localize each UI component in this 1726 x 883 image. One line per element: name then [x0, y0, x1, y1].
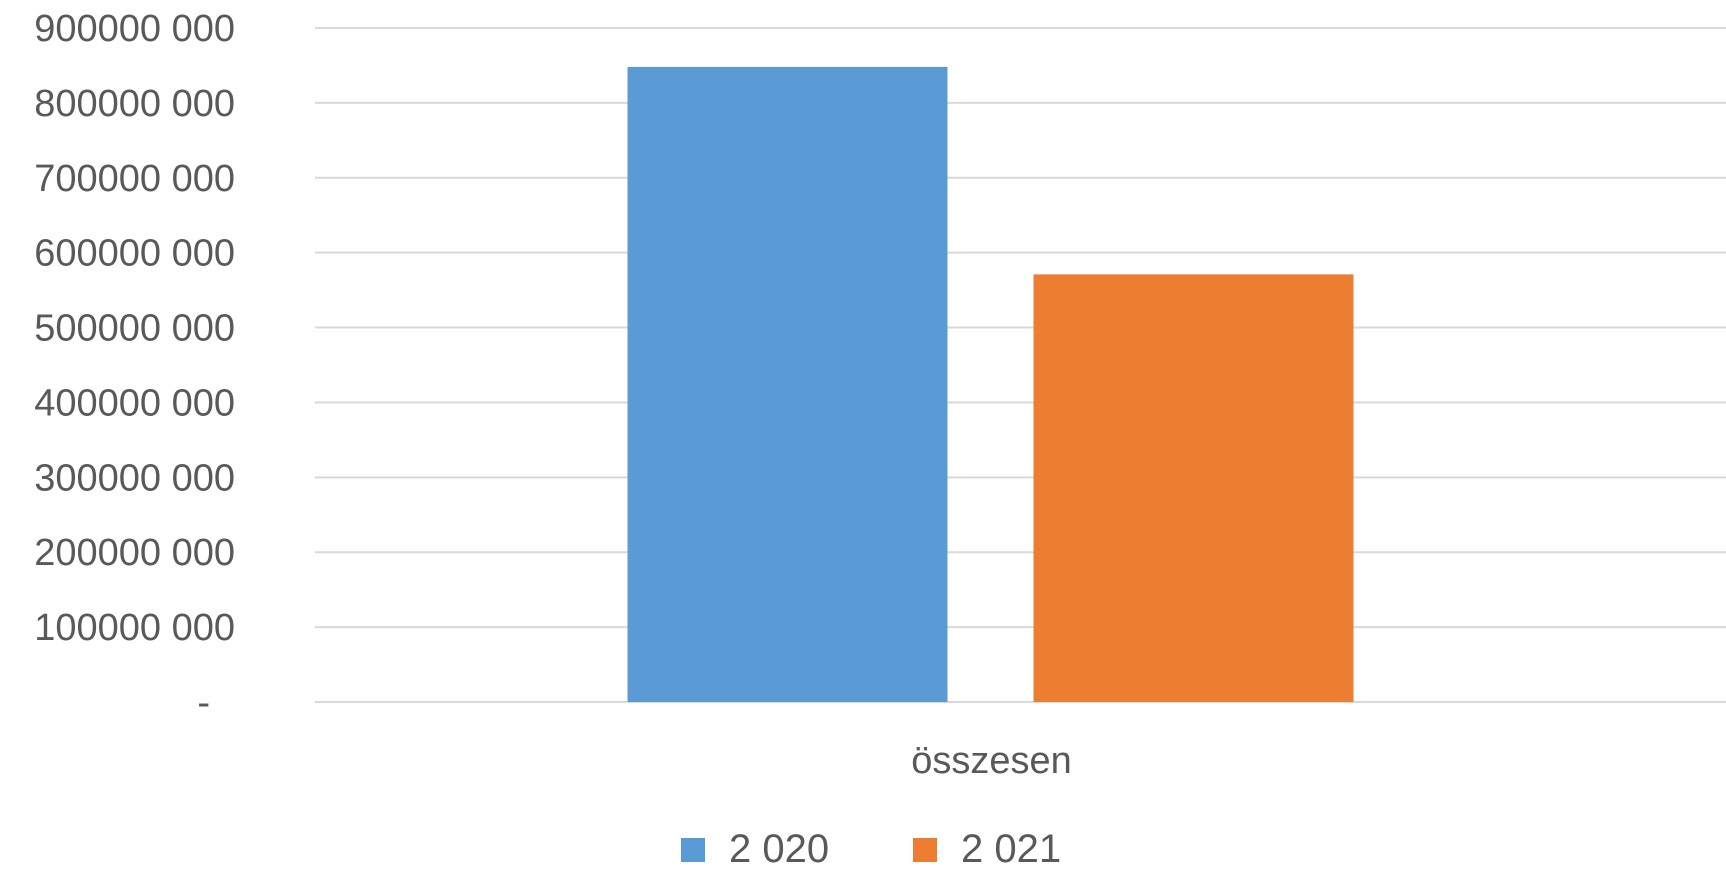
legend-item-2021: 2 021 — [913, 827, 1061, 871]
y-tick-label: - — [197, 682, 210, 724]
y-tick-label: 800000 000 — [34, 83, 235, 125]
y-tick-label: 300000 000 — [34, 457, 235, 499]
gridlines — [315, 27, 1726, 703]
legend-item-2020: 2 020 — [681, 827, 829, 871]
y-tick-label: 900000 000 — [34, 8, 235, 50]
x-axis-category-labels: összesen — [911, 740, 1072, 782]
y-axis-tick-labels: - 100000 000 200000 000 300000 000 400000 00… — [34, 8, 235, 724]
bar-2021 — [1033, 274, 1354, 702]
legend-swatch — [681, 838, 705, 862]
legend: 2 020 2 021 — [681, 827, 1061, 871]
legend-label: 2 021 — [961, 827, 1061, 871]
legend-swatch — [913, 838, 937, 862]
y-tick-label: 500000 000 — [34, 308, 235, 350]
y-tick-label: 200000 000 — [34, 532, 235, 574]
y-tick-label: 400000 000 — [34, 382, 235, 424]
x-category-label: összesen — [911, 740, 1072, 782]
bars — [627, 66, 1354, 703]
bar-2020 — [627, 66, 948, 703]
y-tick-label: 700000 000 — [34, 158, 235, 200]
legend-label: 2 020 — [729, 827, 829, 871]
y-tick-label: 100000 000 — [34, 607, 235, 649]
y-tick-label: 600000 000 — [34, 233, 235, 275]
